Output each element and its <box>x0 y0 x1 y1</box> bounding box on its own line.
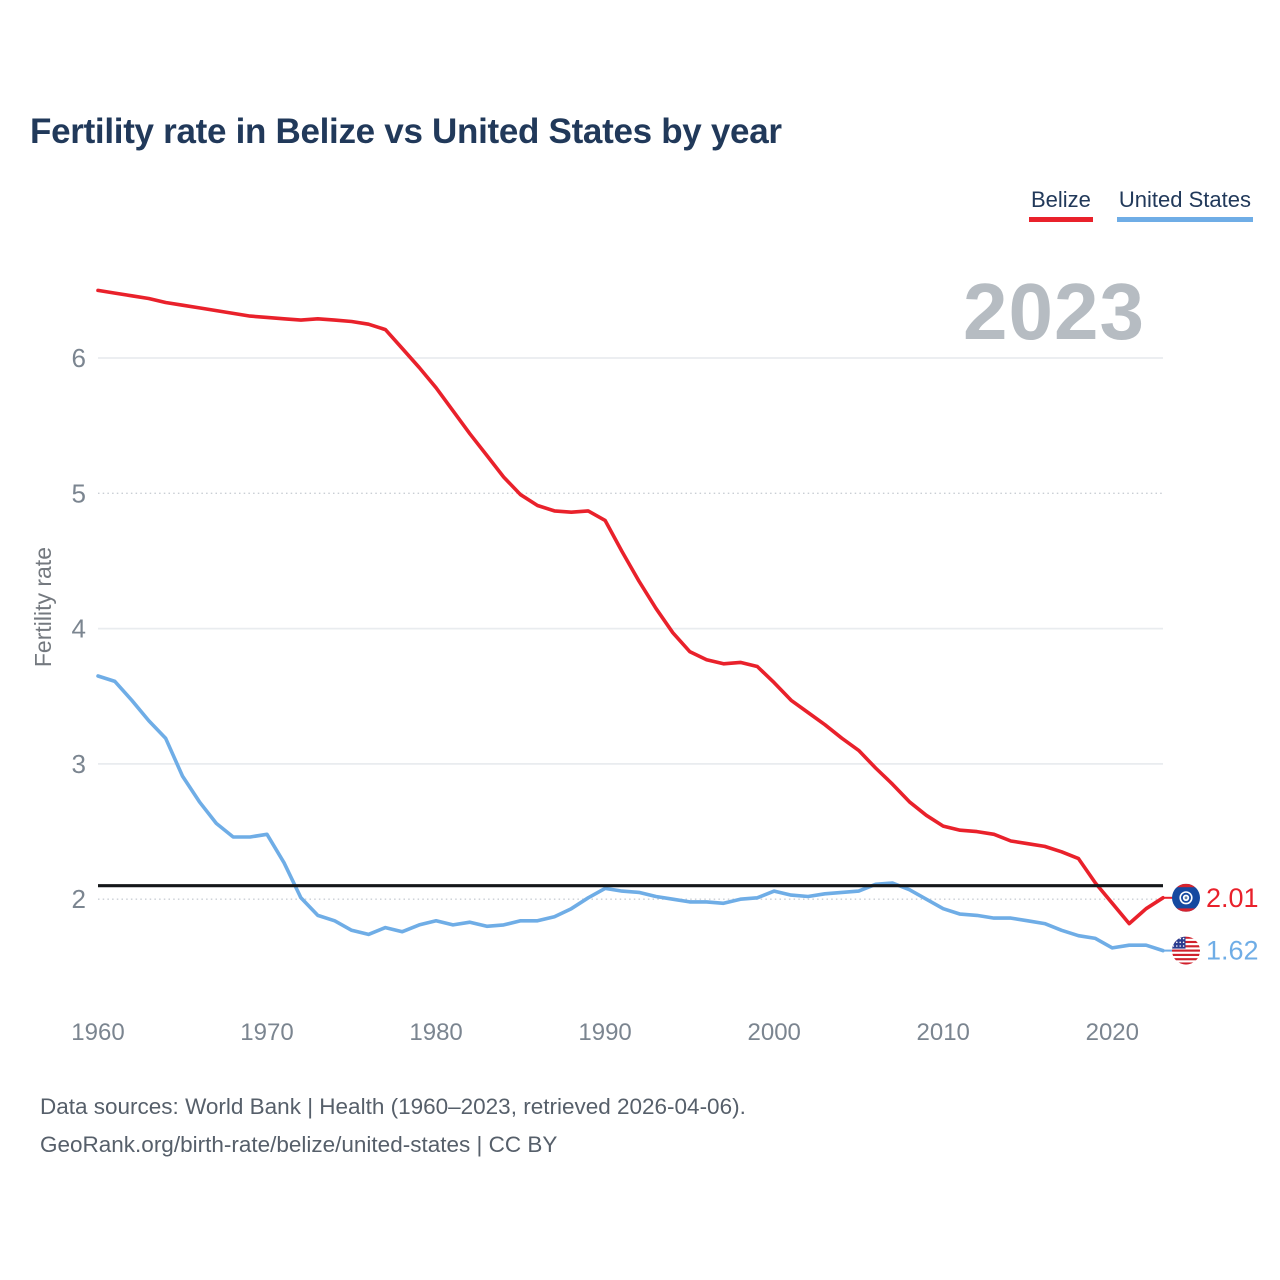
belize-flag-icon <box>1172 883 1200 912</box>
data-source-footer: Data sources: World Bank | Health (1960–… <box>40 1088 746 1164</box>
y-tick-label: 6 <box>72 343 86 373</box>
legend-underline-united-states <box>1116 217 1253 222</box>
x-tick-label: 1990 <box>578 1019 631 1046</box>
y-tick-label: 3 <box>72 749 86 779</box>
end-value-label-belize: 2.01 <box>1206 883 1259 913</box>
chart-title: Fertility rate in Belize vs United State… <box>30 112 782 151</box>
legend-underline-belize <box>1029 217 1093 222</box>
legend-label-united-states: United States <box>1118 187 1251 212</box>
y-tick-label: 4 <box>72 614 86 644</box>
legend-item-belize[interactable]: Belize <box>1029 187 1093 222</box>
x-tick-label: 2010 <box>917 1019 970 1046</box>
footer-attribution-line: GeoRank.org/birth-rate/belize/united-sta… <box>40 1132 558 1157</box>
legend-label-belize: Belize <box>1031 187 1091 212</box>
x-tick-label: 1970 <box>240 1019 293 1046</box>
x-tick-label: 2000 <box>748 1019 801 1046</box>
footer-sources-line: Data sources: World Bank | Health (1960–… <box>40 1094 746 1119</box>
end-value-label-united-states: 1.62 <box>1206 936 1259 966</box>
legend-item-united-states[interactable]: United States <box>1116 187 1253 222</box>
y-tick-label: 2 <box>72 884 86 914</box>
y-tick-label: 5 <box>72 478 86 508</box>
legend: Belize United States <box>1029 187 1253 222</box>
x-tick-label: 2020 <box>1086 1019 1139 1046</box>
series-line-united-states <box>96 674 1165 953</box>
series-line-belize <box>96 288 1165 926</box>
us-flag-icon <box>1172 936 1200 965</box>
year-watermark: 2023 <box>963 267 1145 356</box>
x-tick-label: 1960 <box>71 1019 124 1046</box>
x-tick-label: 1980 <box>409 1019 462 1046</box>
